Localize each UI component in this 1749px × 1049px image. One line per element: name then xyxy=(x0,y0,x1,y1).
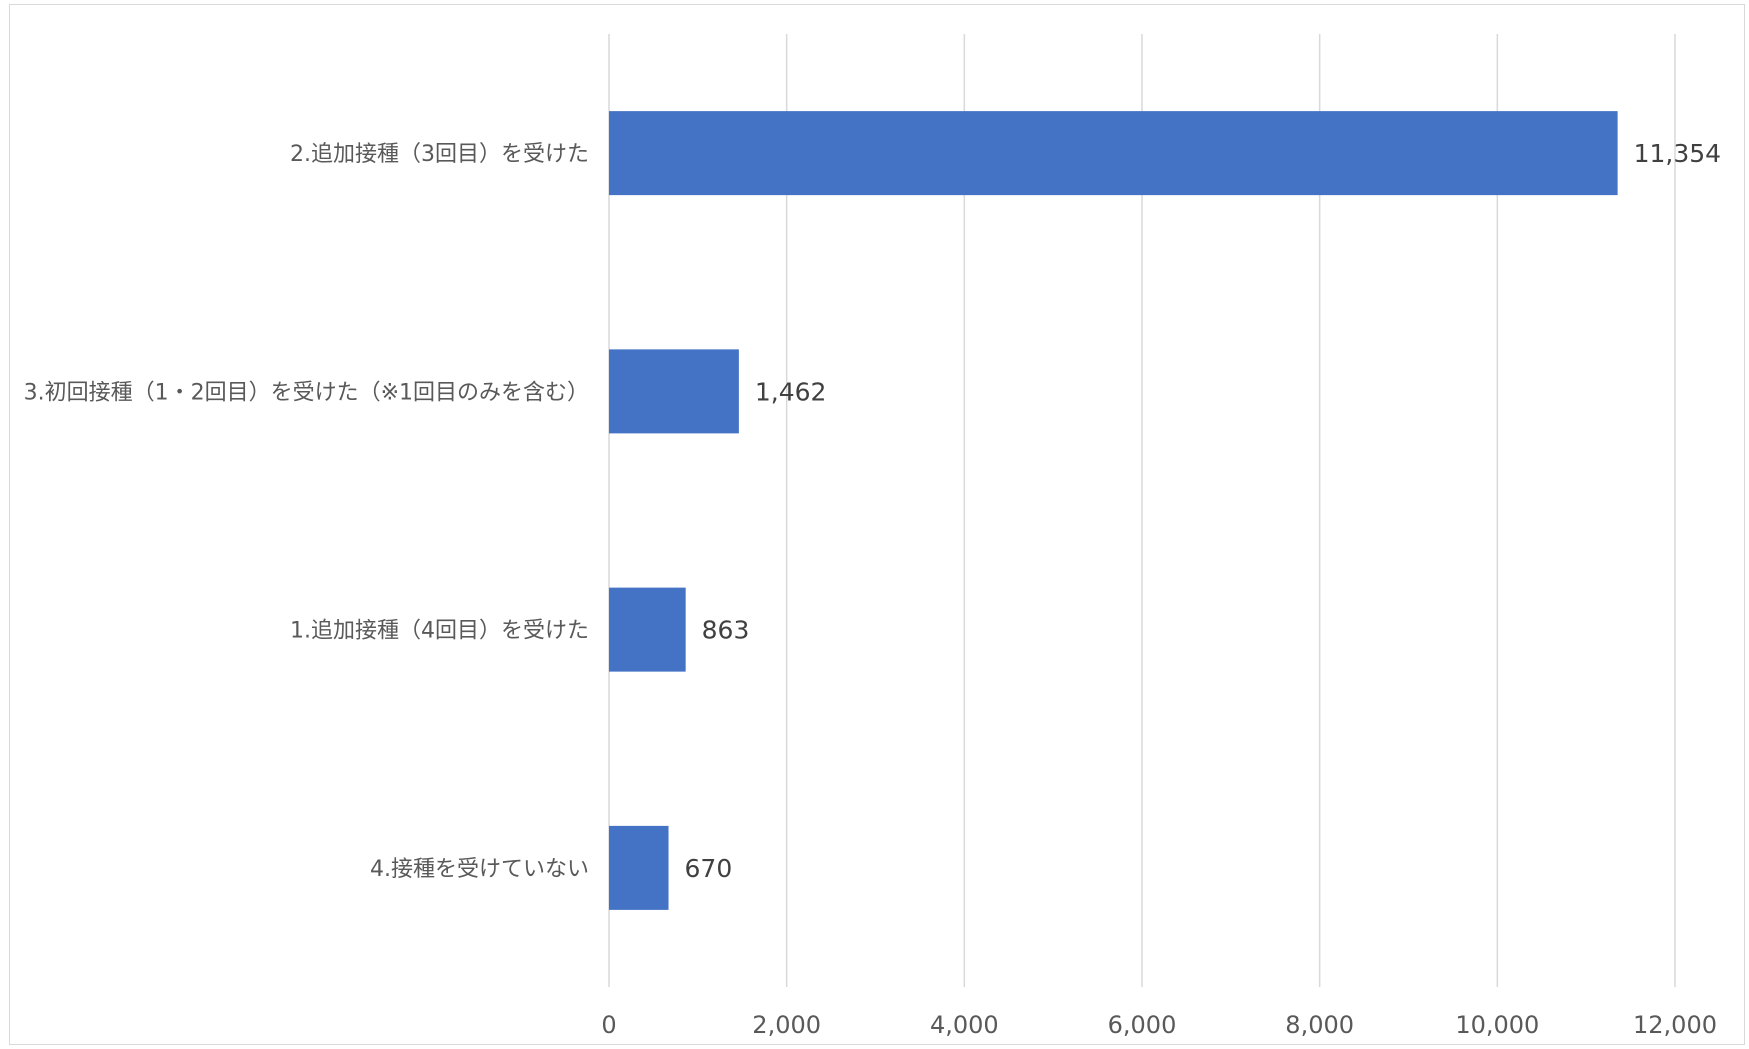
bar-3 xyxy=(609,825,669,910)
category-label-3: 4.接種を受けていない xyxy=(370,857,589,882)
x-tick-label-1: 2,000 xyxy=(752,1011,821,1039)
bar-2 xyxy=(609,587,686,672)
x-tick-label-6: 12,000 xyxy=(1633,1011,1717,1039)
data-label-0: 11,354 xyxy=(1634,139,1721,168)
bar-1 xyxy=(609,349,739,434)
x-tick-label-3: 6,000 xyxy=(1108,1011,1177,1039)
category-label-0: 2.追加接種（3回目）を受けた xyxy=(290,142,589,167)
data-label-2: 863 xyxy=(702,616,750,645)
x-tick-label-2: 4,000 xyxy=(930,1011,999,1039)
data-labels: 11,354 1,462 863 670 xyxy=(685,139,1722,883)
data-label-3: 670 xyxy=(685,854,733,883)
category-label-1: 3.初回接種（1・2回目）を受けた（※1回目のみを含む） xyxy=(24,380,589,405)
bars xyxy=(609,111,1618,910)
x-tick-label-4: 8,000 xyxy=(1285,1011,1354,1039)
x-tick-label-0: 0 xyxy=(601,1011,616,1039)
category-labels: 2.追加接種（3回目）を受けた 3.初回接種（1・2回目）を受けた（※1回目のみを… xyxy=(24,142,589,882)
x-tick-label-5: 10,000 xyxy=(1455,1011,1539,1039)
bar-0 xyxy=(609,111,1618,196)
category-label-2: 1.追加接種（4回目）を受けた xyxy=(290,619,589,644)
data-label-1: 1,462 xyxy=(755,377,827,406)
x-axis-tick-labels: 0 2,000 4,000 6,000 8,000 10,000 12,000 xyxy=(601,1011,1717,1039)
